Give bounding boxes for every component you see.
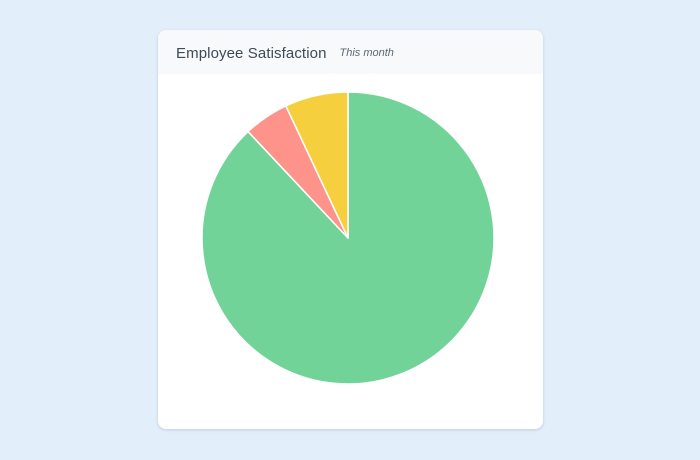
chart-card: Employee Satisfaction This month — [158, 30, 543, 429]
pie-chart — [201, 91, 495, 385]
card-header: Employee Satisfaction This month — [158, 30, 543, 74]
chart-subtitle: This month — [339, 46, 394, 59]
pie-slice-3 — [285, 91, 349, 239]
chart-area — [158, 74, 543, 429]
chart-title: Employee Satisfaction — [176, 44, 327, 62]
